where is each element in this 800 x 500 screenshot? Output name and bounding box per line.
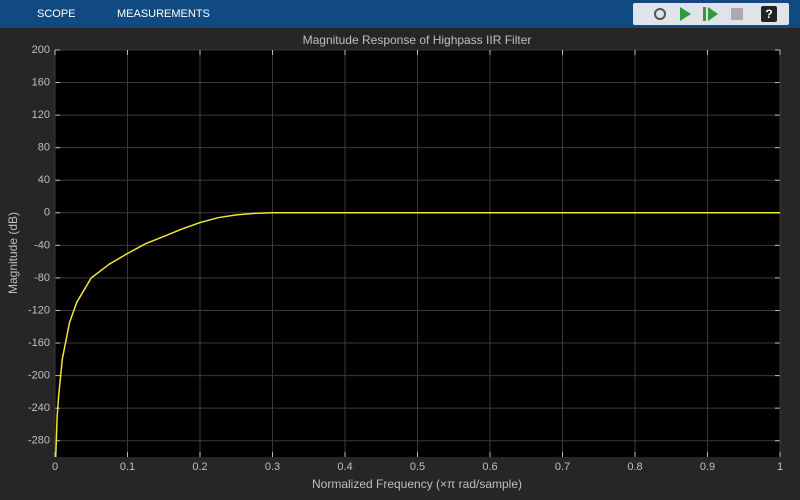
- step-icon[interactable]: [708, 7, 718, 21]
- chart: Magnitude Response of Highpass IIR Filte…: [6, 33, 783, 491]
- settings-icon[interactable]: [654, 8, 666, 20]
- run-icon[interactable]: [680, 7, 691, 21]
- y-tick-label: -80: [34, 272, 50, 284]
- help-icon[interactable]: [761, 6, 777, 22]
- stop-icon[interactable]: [731, 8, 743, 20]
- icons: ?: [654, 6, 777, 22]
- x-tick-label: 1: [777, 461, 783, 473]
- x-tick-label: 0.1: [120, 461, 135, 473]
- y-tick-label: 200: [32, 44, 50, 56]
- y-tick-label: 40: [38, 174, 50, 186]
- y-tick-label: -240: [28, 402, 50, 414]
- x-tick-label: 0.3: [265, 461, 280, 473]
- x-tick-label: 0: [52, 461, 58, 473]
- y-axis-label: Magnitude (dB): [6, 212, 20, 294]
- y-tick-label: 80: [38, 142, 50, 154]
- help-text[interactable]: ?: [765, 7, 772, 21]
- y-tick-label: -120: [28, 304, 50, 316]
- y-tick-label: -160: [28, 337, 50, 349]
- chart-title: Magnitude Response of Highpass IIR Filte…: [303, 33, 532, 47]
- y-tick-label: -40: [34, 239, 50, 251]
- x-tick-label: 0.7: [555, 461, 570, 473]
- toolbar: SCOPE MEASUREMENTS ?: [0, 0, 800, 28]
- x-tick-label: 0.8: [627, 461, 642, 473]
- x-tick-label: 0.5: [410, 461, 425, 473]
- y-tick-label: 160: [32, 76, 50, 88]
- x-axis-label: Normalized Frequency (×π rad/sample): [312, 477, 522, 491]
- y-tick-label: -200: [28, 370, 50, 382]
- x-tick-label: 0.9: [700, 461, 715, 473]
- x-tick-label: 0.6: [482, 461, 497, 473]
- step-icon[interactable]: [703, 7, 706, 21]
- tab[interactable]: SCOPE: [37, 8, 76, 20]
- y-tick-label: -280: [28, 435, 50, 447]
- y-tick-label: 120: [32, 109, 50, 121]
- icon-group: ?: [633, 3, 789, 25]
- x-tick-label: 0.4: [337, 461, 352, 473]
- line: [54, 212, 780, 458]
- y-tick-label: 0: [44, 207, 50, 219]
- tab[interactable]: MEASUREMENTS: [117, 8, 210, 20]
- x-tick-label: 0.2: [192, 461, 207, 473]
